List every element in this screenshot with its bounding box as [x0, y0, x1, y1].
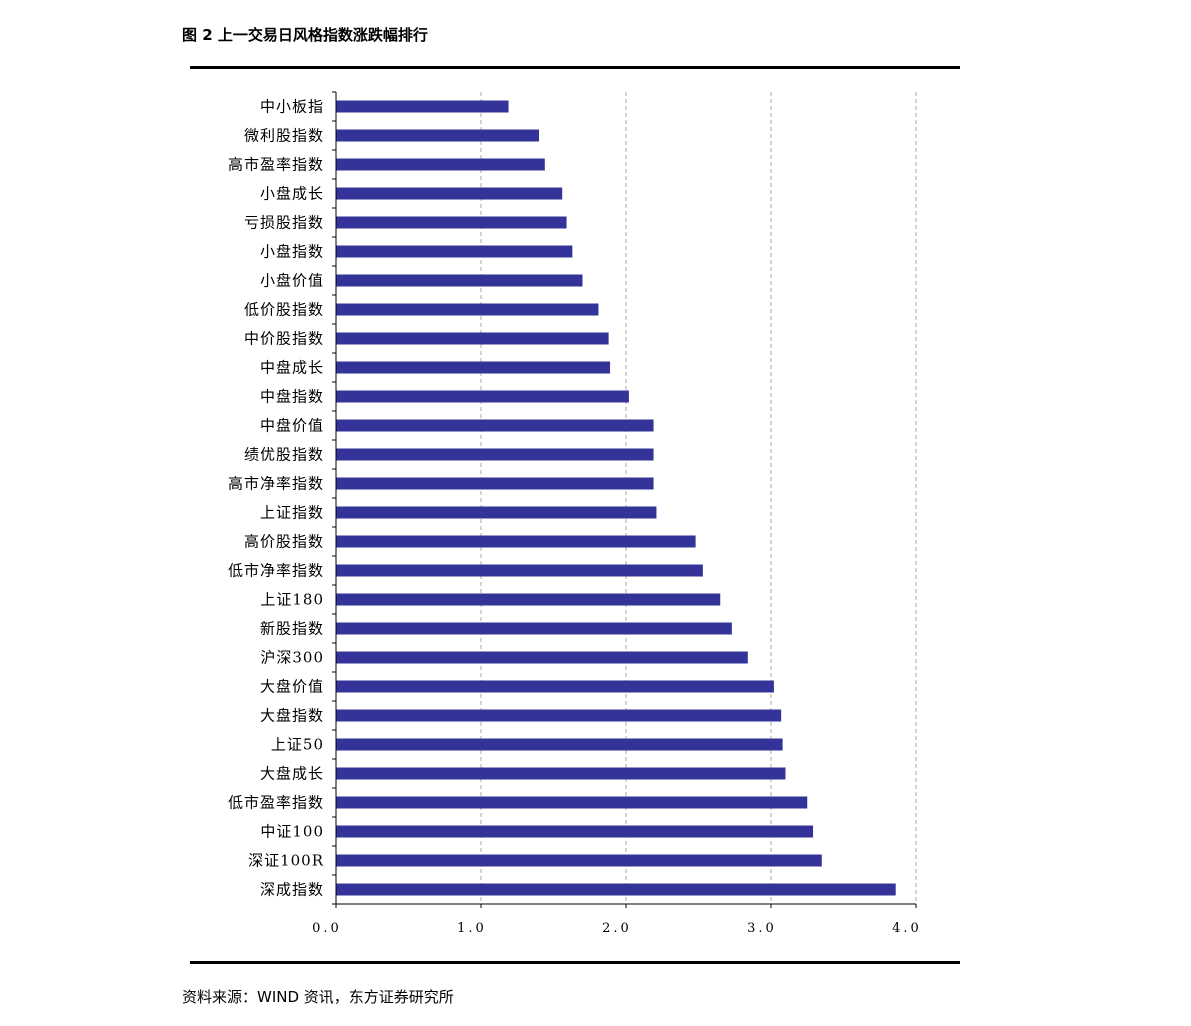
bar	[336, 883, 896, 896]
bar	[336, 390, 629, 403]
category-label: 高价股指数	[244, 533, 324, 551]
gridlines	[480, 92, 917, 904]
category-label: 微利股指数	[244, 127, 324, 145]
bar	[336, 187, 563, 200]
x-tick-label: 3.0	[747, 921, 777, 936]
category-label: 小盘指数	[260, 243, 324, 261]
category-label: 沪深300	[260, 649, 324, 667]
bars	[336, 100, 896, 896]
bar	[336, 332, 609, 345]
category-label: 大盘价值	[260, 678, 324, 696]
top-rule	[190, 66, 960, 69]
category-label: 低价股指数	[244, 301, 324, 319]
category-label: 大盘成长	[260, 765, 324, 783]
bar	[336, 303, 599, 316]
bar	[336, 245, 573, 258]
category-label: 中证100	[260, 823, 324, 841]
category-label: 中盘价值	[260, 417, 324, 435]
figure-title: 图 2 上一交易日风格指数涨跌幅排行	[182, 26, 428, 44]
bar	[336, 535, 696, 548]
x-tick-labels: 0.0 1.0 2.0 3.0 4.0	[312, 921, 922, 936]
bar	[336, 651, 748, 664]
category-labels: 中小板指微利股指数高市盈率指数小盘成长亏损股指数小盘指数小盘价值低价股指数中价股…	[228, 98, 324, 899]
category-label: 小盘成长	[260, 185, 324, 203]
bar	[336, 622, 732, 635]
source-note: 资料来源：WIND 资讯，东方证券研究所	[182, 988, 454, 1006]
bar	[336, 738, 783, 751]
bar	[336, 506, 657, 519]
category-label: 深成指数	[260, 881, 324, 899]
category-label: 深证100R	[248, 852, 324, 870]
bar	[336, 767, 786, 780]
category-label: 大盘指数	[260, 707, 324, 725]
bar	[336, 448, 654, 461]
bar	[336, 158, 545, 171]
bar	[336, 593, 721, 606]
bar	[336, 100, 509, 113]
bar	[336, 854, 822, 867]
category-label: 新股指数	[260, 620, 324, 638]
category-label: 高市盈率指数	[228, 156, 324, 174]
bar	[336, 680, 774, 693]
category-label: 小盘价值	[260, 272, 324, 290]
category-label: 中盘指数	[260, 388, 324, 406]
bar	[336, 361, 611, 374]
category-label: 高市净率指数	[228, 475, 324, 493]
axes	[332, 91, 917, 908]
category-label: 低市盈率指数	[228, 794, 324, 812]
category-label: 中小板指	[260, 98, 324, 116]
bar	[336, 477, 654, 490]
category-label: 亏损股指数	[244, 214, 324, 232]
bar	[336, 709, 782, 722]
category-label: 中盘成长	[260, 359, 324, 377]
x-tick-label: 1.0	[457, 921, 487, 936]
bar	[336, 274, 583, 287]
bar	[336, 129, 539, 142]
category-label: 上证180	[260, 591, 324, 609]
category-label: 中价股指数	[244, 330, 324, 348]
bottom-rule	[190, 961, 960, 964]
x-tick-label: 4.0	[892, 921, 922, 936]
x-tick-label: 2.0	[602, 921, 632, 936]
bar	[336, 796, 808, 809]
category-label: 低市净率指数	[228, 562, 324, 580]
category-label: 绩优股指数	[244, 446, 324, 464]
x-tick-label: 0.0	[312, 921, 342, 936]
bar	[336, 216, 567, 229]
bar	[336, 825, 814, 838]
bar	[336, 419, 654, 432]
bar	[336, 564, 703, 577]
category-label: 上证指数	[260, 504, 324, 522]
category-label: 上证50	[271, 736, 324, 754]
